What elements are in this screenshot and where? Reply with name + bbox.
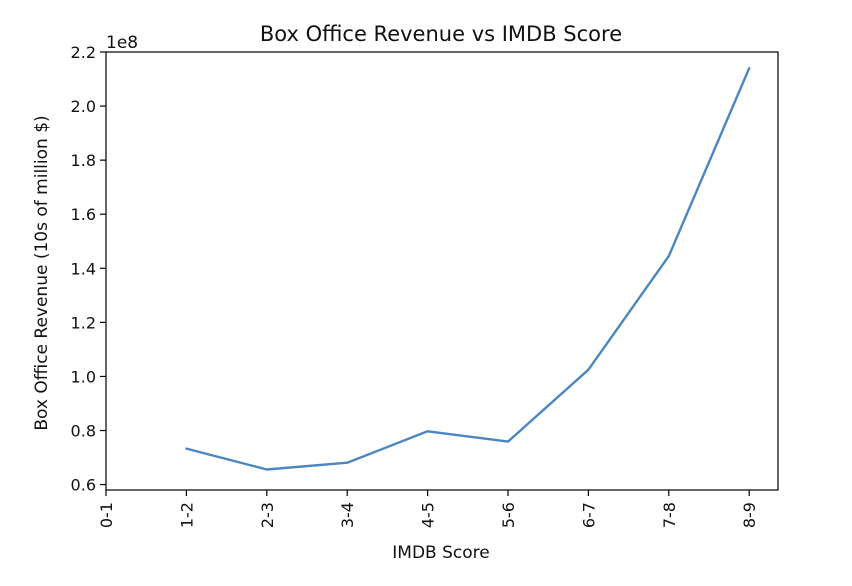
y-tick-label: 2.0: [71, 97, 96, 116]
data-point: [506, 440, 510, 444]
y-tick-label: 2.2: [71, 43, 96, 62]
data-point: [426, 429, 430, 433]
data-point: [667, 254, 671, 258]
y-tick-label: 1.0: [71, 367, 96, 386]
data-point: [345, 461, 349, 465]
x-tick-label: 3-4: [338, 502, 357, 528]
x-axis-label: IMDB Score: [392, 543, 489, 563]
x-tick-label: 2-3: [258, 502, 277, 528]
data-point: [265, 467, 269, 471]
y-tick-label: 0.8: [71, 422, 96, 441]
x-tick-label: 6-7: [579, 502, 598, 528]
chart-title: Box Office Revenue vs IMDB Score: [260, 22, 622, 46]
y-axis-label: Box Office Revenue (10s of million $): [32, 115, 52, 430]
plot-area: 0.6 0.8 1.0 1.2 1.4 1.6 1.8 2.0 2.2 0-1 1-2 2-3 3-4 4…: [71, 43, 779, 528]
data-point: [184, 447, 188, 451]
plot-frame: [105, 51, 779, 491]
x-tick-label: 0-1: [97, 502, 116, 528]
x-tick-label: 5-6: [499, 502, 518, 528]
x-tick-label: 7-8: [660, 502, 679, 528]
y-tick-label: 1.6: [71, 205, 96, 224]
x-tick-label: 4-5: [419, 502, 438, 528]
y-tick-label: 1.8: [71, 151, 96, 170]
x-tick-label: 1-2: [177, 502, 196, 528]
y-axis-multiplier: 1e8: [106, 33, 138, 53]
y-tick-label: 1.2: [71, 313, 96, 332]
series-line: [185, 66, 751, 471]
y-tick-label: 0.6: [71, 476, 96, 495]
data-point: [586, 368, 590, 372]
data-point: [747, 66, 751, 70]
y-tick-label: 1.4: [71, 259, 96, 278]
x-tick-label: 8-9: [740, 502, 759, 528]
